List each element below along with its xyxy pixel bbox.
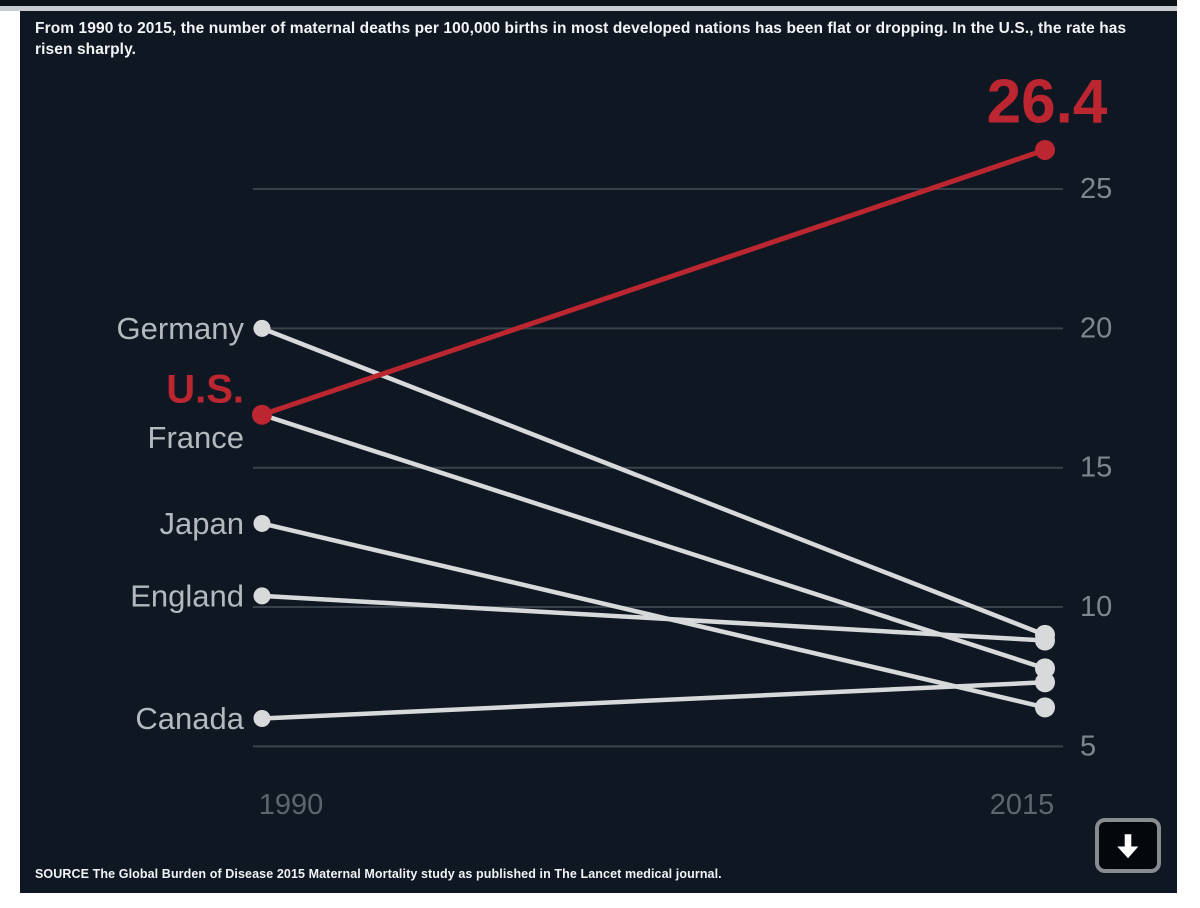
data-point-2015-U.S. — [1035, 139, 1055, 160]
series-line-England — [259, 593, 1048, 643]
country-label-France: France — [148, 420, 244, 455]
source-credit: SOURCE The Global Burden of Disease 2015… — [35, 867, 722, 881]
y-axis-tick-label: 10 — [1080, 591, 1112, 623]
country-label-England: England — [130, 578, 244, 613]
x-axis-label: 2015 — [990, 789, 1055, 821]
y-axis-tick-label: 5 — [1080, 730, 1096, 762]
chart-title: From 1990 to 2015, the number of materna… — [35, 20, 1127, 58]
y-axis-tick-label: 20 — [1080, 312, 1112, 344]
series-line-Canada — [259, 680, 1048, 721]
x-axis-label: 1990 — [259, 789, 324, 821]
data-point-2015-France — [1035, 658, 1055, 679]
data-point-2015-Japan — [1035, 697, 1055, 718]
data-point-1990-U.S. — [252, 404, 272, 425]
series-line-France — [259, 412, 1048, 671]
data-point-2015-Canada — [1035, 672, 1055, 693]
top-edge-bar — [0, 0, 1177, 6]
data-point-1990-Japan — [253, 514, 271, 532]
series-line-Germany — [259, 326, 1048, 638]
data-point-1990-Germany — [253, 319, 271, 337]
y-axis-tick-label: 15 — [1080, 452, 1112, 484]
data-point-1990-England — [253, 587, 271, 605]
data-point-1990-Canada — [253, 710, 271, 728]
y-axis-tick-label: 25 — [1080, 173, 1112, 205]
country-label-Canada: Canada — [135, 701, 244, 736]
country-label-Germany: Germany — [117, 311, 245, 346]
end-value-label: 26.4 — [987, 68, 1108, 137]
country-label-Japan: Japan — [160, 506, 244, 541]
series-line-Japan — [259, 521, 1048, 710]
country-label-U.S.: U.S. — [166, 368, 244, 412]
top-divider — [0, 6, 1177, 11]
chart-panel: 25 20 15 10 5 1990 2015 Germany France Japan Engla… — [20, 11, 1177, 893]
series-line-U.S. — [259, 147, 1048, 418]
down-arrow-icon — [1117, 833, 1139, 858]
data-point-2015-England — [1035, 630, 1055, 651]
scroll-down-button[interactable] — [1095, 818, 1161, 873]
